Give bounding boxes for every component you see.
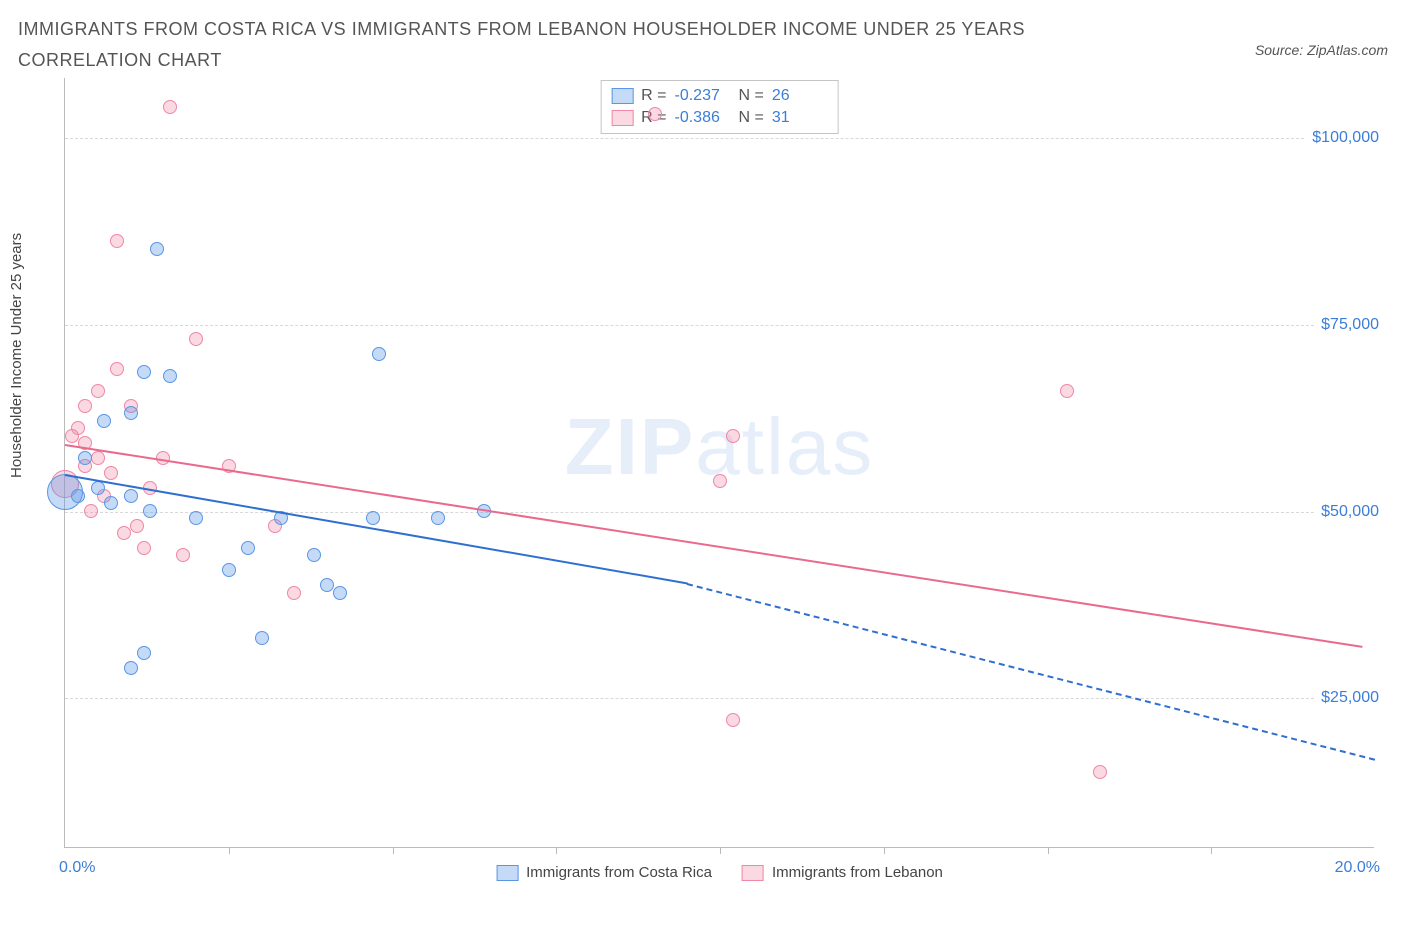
scatter-point-costarica (137, 365, 151, 379)
scatter-point-lebanon (137, 541, 151, 555)
scatter-point-costarica (307, 548, 321, 562)
scatter-point-costarica (431, 511, 445, 525)
scatter-point-costarica (104, 496, 118, 510)
stat-r-value: -0.386 (675, 109, 731, 127)
scatter-point-lebanon (91, 384, 105, 398)
scatter-point-lebanon (91, 451, 105, 465)
scatter-point-lebanon (78, 399, 92, 413)
x-axis-min-label: 0.0% (59, 859, 95, 877)
legend-label: Immigrants from Costa Rica (526, 864, 712, 881)
gridline (65, 512, 1374, 513)
y-tick-label: $50,000 (1315, 503, 1379, 521)
legend-item: Immigrants from Costa Rica (496, 864, 712, 881)
stat-n-label: N = (739, 87, 764, 105)
chart-area: Householder Income Under 25 years ZIPatl… (18, 78, 1388, 888)
scatter-point-costarica (97, 414, 111, 428)
stat-r-value: -0.237 (675, 87, 731, 105)
stat-n-value: 31 (772, 109, 828, 127)
x-tick (1048, 847, 1049, 854)
y-tick-label: $25,000 (1315, 689, 1379, 707)
scatter-point-costarica (241, 541, 255, 555)
legend-swatch (496, 865, 518, 881)
legend-swatch (742, 865, 764, 881)
scatter-point-costarica (124, 406, 138, 420)
scatter-point-costarica (333, 586, 347, 600)
trendline-costarica (65, 474, 688, 584)
legend-swatch (611, 110, 633, 126)
scatter-point-costarica (320, 578, 334, 592)
y-tick-label: $100,000 (1306, 129, 1379, 147)
trendline-lebanon (65, 444, 1362, 648)
stats-row: R = -0.386N = 31 (611, 107, 828, 129)
scatter-point-costarica (91, 481, 105, 495)
scatter-point-lebanon (176, 548, 190, 562)
scatter-point-costarica (124, 661, 138, 675)
x-tick (884, 847, 885, 854)
scatter-point-lebanon (163, 100, 177, 114)
stat-n-label: N = (739, 109, 764, 127)
x-tick (556, 847, 557, 854)
scatter-point-lebanon (104, 466, 118, 480)
scatter-point-costarica (189, 511, 203, 525)
scatter-point-costarica (163, 369, 177, 383)
gridline (65, 325, 1374, 326)
scatter-point-lebanon (130, 519, 144, 533)
y-axis-label: Householder Income Under 25 years (8, 233, 25, 478)
scatter-point-lebanon (713, 474, 727, 488)
x-tick (1211, 847, 1212, 854)
x-tick (393, 847, 394, 854)
legend-label: Immigrants from Lebanon (772, 864, 943, 881)
scatter-point-lebanon (110, 234, 124, 248)
scatter-point-costarica (124, 489, 138, 503)
x-axis-max-label: 20.0% (1335, 859, 1380, 877)
scatter-point-costarica (137, 646, 151, 660)
x-tick (720, 847, 721, 854)
scatter-point-lebanon (117, 526, 131, 540)
stat-r-label: R = (641, 87, 666, 105)
gridline (65, 138, 1374, 139)
scatter-point-lebanon (726, 429, 740, 443)
scatter-point-costarica (78, 451, 92, 465)
scatter-point-costarica (143, 504, 157, 518)
stat-n-value: 26 (772, 87, 828, 105)
scatter-point-lebanon (287, 586, 301, 600)
legend-swatch (611, 88, 633, 104)
plot-region: ZIPatlas R = -0.237N = 26R = -0.386N = 3… (64, 78, 1374, 848)
y-tick-label: $75,000 (1315, 316, 1379, 334)
scatter-point-costarica (150, 242, 164, 256)
scatter-point-lebanon (110, 362, 124, 376)
stats-row: R = -0.237 N = 26 (611, 85, 828, 107)
series-legend: Immigrants from Costa Rica Immigrants fro… (496, 864, 943, 881)
scatter-point-lebanon (71, 421, 85, 435)
scatter-point-costarica (366, 511, 380, 525)
scatter-point-lebanon (189, 332, 203, 346)
scatter-point-costarica (71, 489, 85, 503)
chart-title: IMMIGRANTS FROM COSTA RICA VS IMMIGRANTS… (18, 14, 1118, 75)
scatter-point-lebanon (726, 713, 740, 727)
scatter-point-lebanon (648, 107, 662, 121)
legend-item: Immigrants from Lebanon (742, 864, 943, 881)
scatter-point-costarica (255, 631, 269, 645)
scatter-point-costarica (372, 347, 386, 361)
gridline (65, 698, 1374, 699)
stats-legend: R = -0.237 N = 26R = -0.386 N = 31 (600, 80, 839, 134)
source-label: Source: ZipAtlas.com (1255, 42, 1388, 58)
scatter-point-lebanon (1093, 765, 1107, 779)
x-tick (229, 847, 230, 854)
scatter-point-costarica (222, 563, 236, 577)
scatter-point-lebanon (84, 504, 98, 518)
scatter-point-lebanon (1060, 384, 1074, 398)
trendline-costarica-extrapolated (687, 583, 1375, 761)
